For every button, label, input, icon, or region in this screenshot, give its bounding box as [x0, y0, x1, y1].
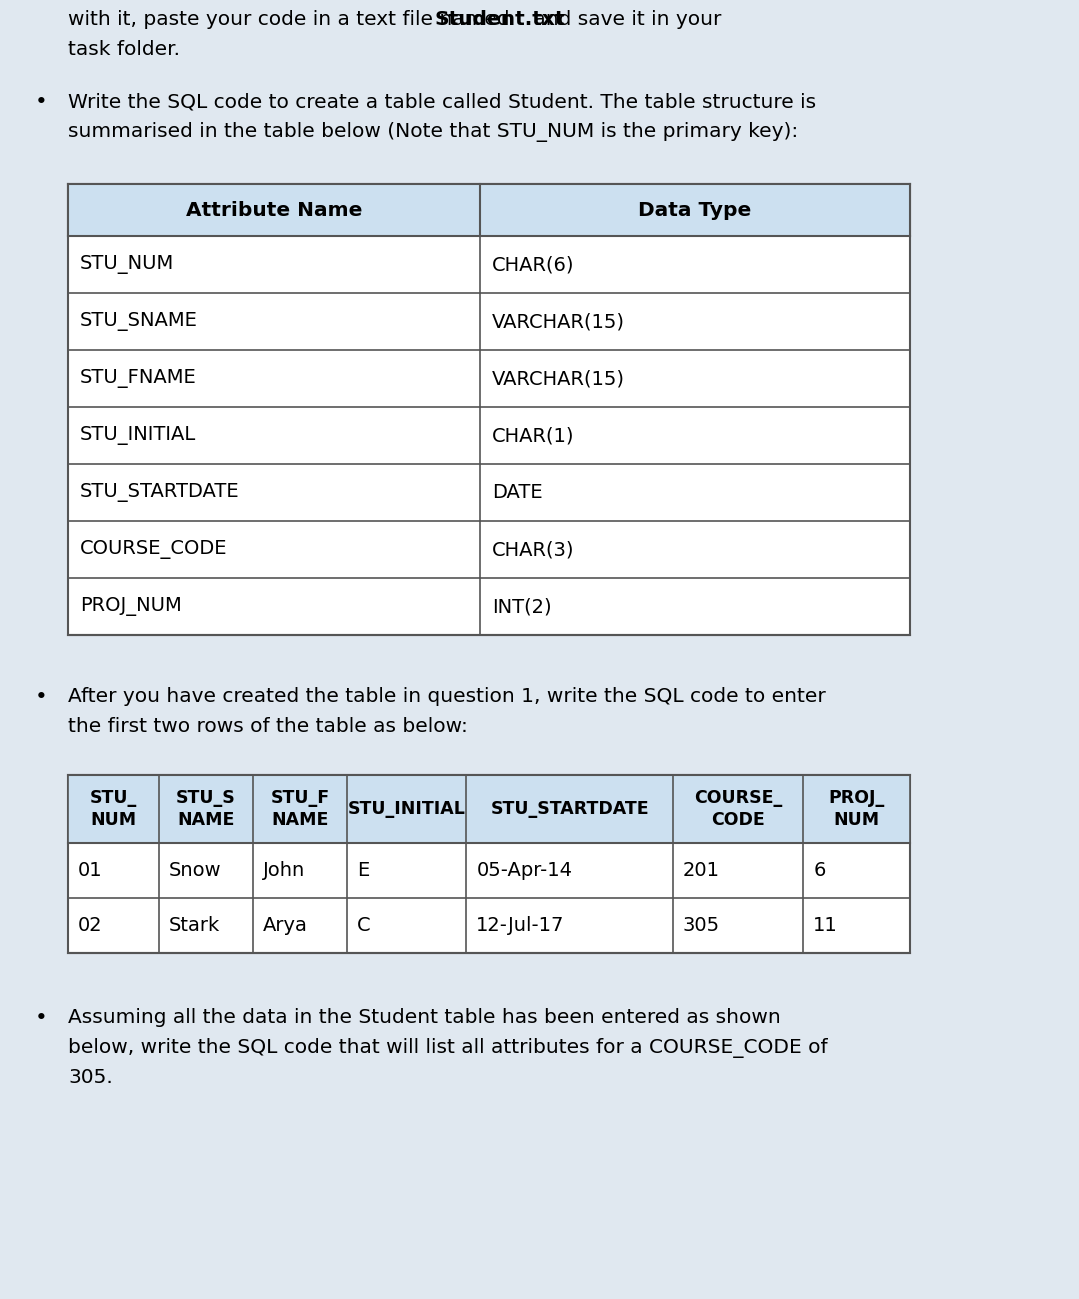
Text: E: E: [357, 861, 369, 879]
Text: PROJ_NUM: PROJ_NUM: [80, 598, 181, 616]
Text: STU_
NUM: STU_ NUM: [90, 790, 137, 829]
Text: STU_INITIAL: STU_INITIAL: [80, 426, 196, 446]
Text: the first two rows of the table as below:: the first two rows of the table as below…: [68, 717, 468, 737]
Text: 11: 11: [814, 916, 838, 935]
Text: and save it in your: and save it in your: [527, 10, 721, 29]
Text: STU_STARTDATE: STU_STARTDATE: [490, 800, 648, 818]
Text: Arya: Arya: [263, 916, 308, 935]
Text: Write the SQL code to create a table called Student. The table structure is: Write the SQL code to create a table cal…: [68, 92, 816, 110]
Text: STU_FNAME: STU_FNAME: [80, 369, 196, 388]
Text: STU_F
NAME: STU_F NAME: [271, 790, 329, 829]
Bar: [68, 776, 910, 843]
Bar: [68, 184, 910, 635]
Text: Assuming all the data in the Student table has been entered as shown: Assuming all the data in the Student tab…: [68, 1008, 781, 1028]
Text: COURSE_
CODE: COURSE_ CODE: [694, 790, 782, 829]
Text: task folder.: task folder.: [68, 40, 180, 58]
Text: 05-Apr-14: 05-Apr-14: [476, 861, 572, 879]
Text: PROJ_
NUM: PROJ_ NUM: [829, 790, 885, 829]
Text: CHAR(3): CHAR(3): [492, 540, 574, 559]
Text: 01: 01: [78, 861, 103, 879]
Text: Data Type: Data Type: [639, 200, 752, 220]
Text: below, write the SQL code that will list all attributes for a COURSE_CODE of: below, write the SQL code that will list…: [68, 1038, 828, 1057]
Text: C: C: [357, 916, 371, 935]
Text: Attribute Name: Attribute Name: [186, 200, 363, 220]
Text: DATE: DATE: [492, 483, 543, 501]
Text: 02: 02: [78, 916, 103, 935]
Text: Snow: Snow: [168, 861, 221, 879]
Text: VARCHAR(15): VARCHAR(15): [492, 312, 625, 331]
Bar: [68, 776, 910, 953]
Text: VARCHAR(15): VARCHAR(15): [492, 369, 625, 388]
Text: CHAR(1): CHAR(1): [492, 426, 574, 446]
Text: CHAR(6): CHAR(6): [492, 255, 574, 274]
Text: Student.txt: Student.txt: [434, 10, 564, 29]
Text: STU_NUM: STU_NUM: [80, 255, 174, 274]
Text: summarised in the table below (Note that STU_NUM is the primary key):: summarised in the table below (Note that…: [68, 122, 798, 142]
Text: with it, paste your code in a text file named: with it, paste your code in a text file …: [68, 10, 516, 29]
Text: •: •: [35, 92, 47, 112]
Text: STU_INITIAL: STU_INITIAL: [347, 800, 466, 818]
Text: STU_SNAME: STU_SNAME: [80, 312, 197, 331]
Text: •: •: [35, 1008, 47, 1028]
Text: STU_STARTDATE: STU_STARTDATE: [80, 483, 240, 501]
Text: •: •: [35, 687, 47, 707]
Text: 305.: 305.: [68, 1068, 112, 1087]
Text: Stark: Stark: [168, 916, 220, 935]
Text: COURSE_CODE: COURSE_CODE: [80, 540, 228, 559]
Text: 6: 6: [814, 861, 825, 879]
Text: 12-Jul-17: 12-Jul-17: [476, 916, 564, 935]
Text: 305: 305: [683, 916, 720, 935]
Bar: [68, 184, 910, 236]
Text: John: John: [263, 861, 305, 879]
Text: 201: 201: [683, 861, 720, 879]
Text: After you have created the table in question 1, write the SQL code to enter: After you have created the table in ques…: [68, 687, 825, 705]
Text: STU_S
NAME: STU_S NAME: [176, 790, 235, 829]
Text: INT(2): INT(2): [492, 598, 551, 616]
